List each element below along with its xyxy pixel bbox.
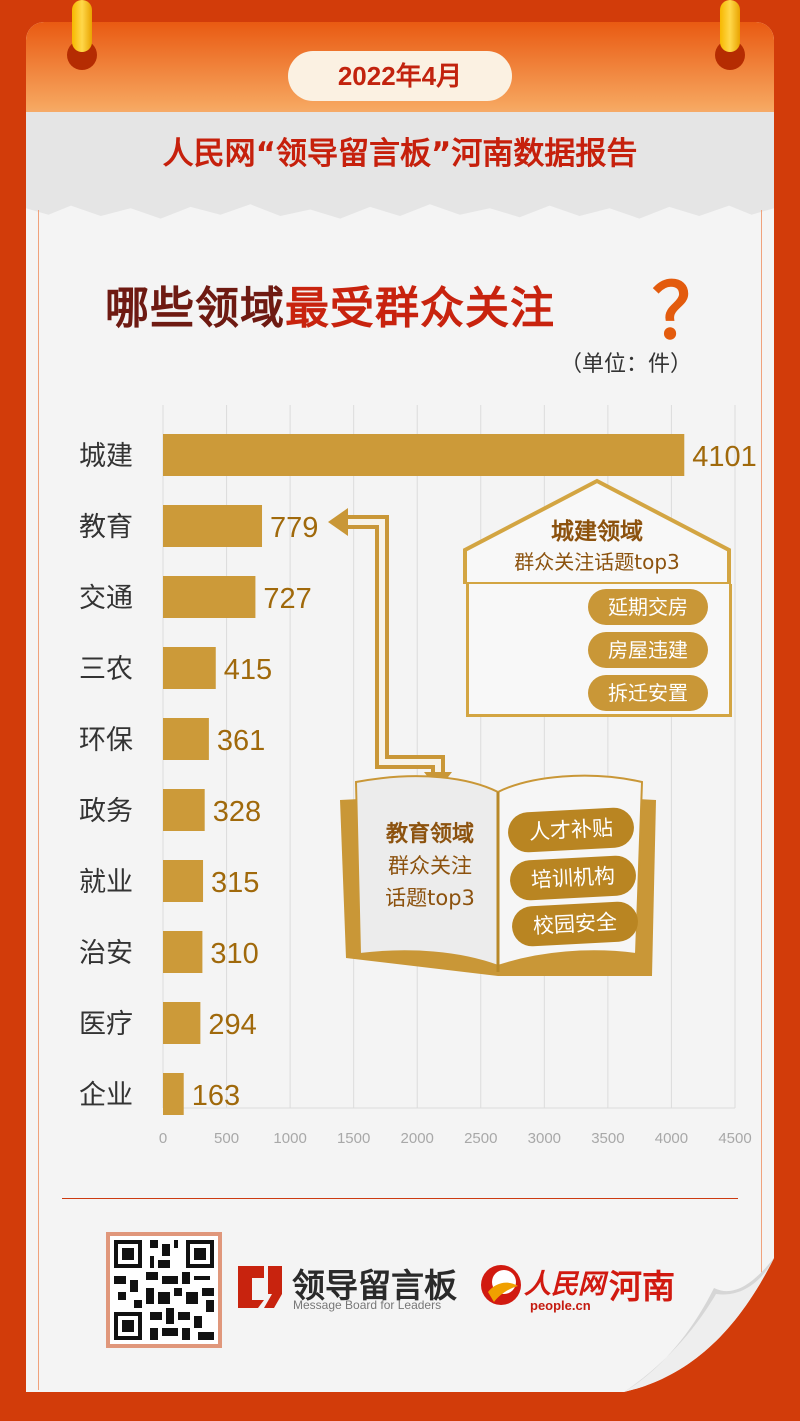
report-title: 人民网“领导留言板”河南数据报告 [162,136,638,172]
headline-part1: 哪些领域 [105,283,285,334]
category-label: 城建 [79,441,133,472]
bar-三农 [163,647,216,689]
torn-paper-strip [26,112,774,219]
category-label: 就业 [79,867,133,898]
value-label: 361 [217,725,265,757]
x-tick-label: 1000 [273,1130,306,1147]
education-panel-title: 教育领域 [385,822,474,847]
people-cn-url: people.cn [530,1298,591,1313]
urban-topic-3: 拆迁安置 [588,675,708,711]
bar-治安 [163,931,203,973]
headline: 哪些领域最受群众关注 [105,272,555,336]
category-label: 治安 [79,938,133,969]
value-label: 4101 [692,441,757,473]
x-tick-label: 2000 [401,1130,434,1147]
category-label: 环保 [79,725,133,756]
value-label: 779 [270,512,318,544]
chart-bars [163,434,685,1115]
education-subtitle-line1: 群众关注 [388,854,472,878]
chart-tick-labels: 0 500 1000 1500 2000 2500 3000 3500 4000 4500 [159,1130,752,1147]
unit-label: （单位：件） [560,352,693,377]
urban-panel-title: 城建领域 [551,519,643,545]
x-tick-label: 500 [214,1130,239,1147]
value-label: 294 [208,1009,256,1041]
binder-ring-left [72,0,92,52]
urban-panel-subtitle: 群众关注话题top3 [514,550,680,574]
binder-ring-right [720,0,740,52]
category-label: 教育 [79,512,133,543]
x-tick-label: 1500 [337,1130,370,1147]
value-label: 328 [213,796,261,828]
category-label: 三农 [79,654,133,685]
category-label: 企业 [79,1080,133,1111]
region-label: 河南 [609,1267,675,1306]
page-curl-icon [624,1258,774,1392]
value-label: 163 [192,1080,240,1112]
value-label: 315 [211,867,259,899]
x-tick-label: 4500 [718,1130,751,1147]
bar-城建 [163,434,685,476]
message-board-logo-text: 领导留言板 [292,1266,457,1305]
bar-就业 [163,860,204,902]
category-label: 交通 [79,583,133,614]
x-tick-label: 3000 [528,1130,561,1147]
bar-教育 [163,505,263,547]
bar-医疗 [163,1002,201,1044]
education-topic-2: 培训机构 [509,854,637,902]
people-cn-name: 人民网 [524,1269,605,1300]
qr-code-icon[interactable] [106,1232,222,1348]
value-label: 415 [224,654,272,686]
x-tick-label: 0 [159,1130,167,1147]
category-label: 医疗 [79,1009,133,1040]
people-daily-logo-icon [481,1265,521,1305]
chart-value-labels: 4101 779 727 415 361 328 315 310 294 163 [192,441,757,1112]
message-board-english: Message Board for Leaders [293,1298,442,1312]
inner-frame [38,210,762,1390]
education-topic-3: 校园安全 [511,900,639,948]
category-label: 政务 [79,796,133,827]
footer-divider [62,1198,738,1199]
house-roof-icon [463,478,731,584]
x-tick-label: 3500 [591,1130,624,1147]
connector-arrow-icon [328,508,452,790]
education-topic-1: 人才补贴 [507,806,635,854]
bar-企业 [163,1073,184,1115]
date-badge: 2022年4月 [288,51,512,101]
x-tick-label: 2500 [464,1130,497,1147]
bar-交通 [163,576,256,618]
bar-政务 [163,789,205,831]
urban-topic-2: 房屋违建 [588,632,708,668]
urban-topic-1: 延期交房 [588,589,708,625]
education-subtitle-line2: 话题top3 [385,886,475,910]
x-tick-label: 4000 [655,1130,688,1147]
education-panel-subtitle: 群众关注 话题top3 [360,850,500,914]
message-board-logo-icon [238,1266,282,1308]
value-label: 310 [210,938,258,970]
bar-环保 [163,718,209,760]
headline-part2: 最受群众关注 [285,283,555,334]
value-label: 727 [263,583,311,615]
question-mark-icon: ？ [652,267,728,356]
